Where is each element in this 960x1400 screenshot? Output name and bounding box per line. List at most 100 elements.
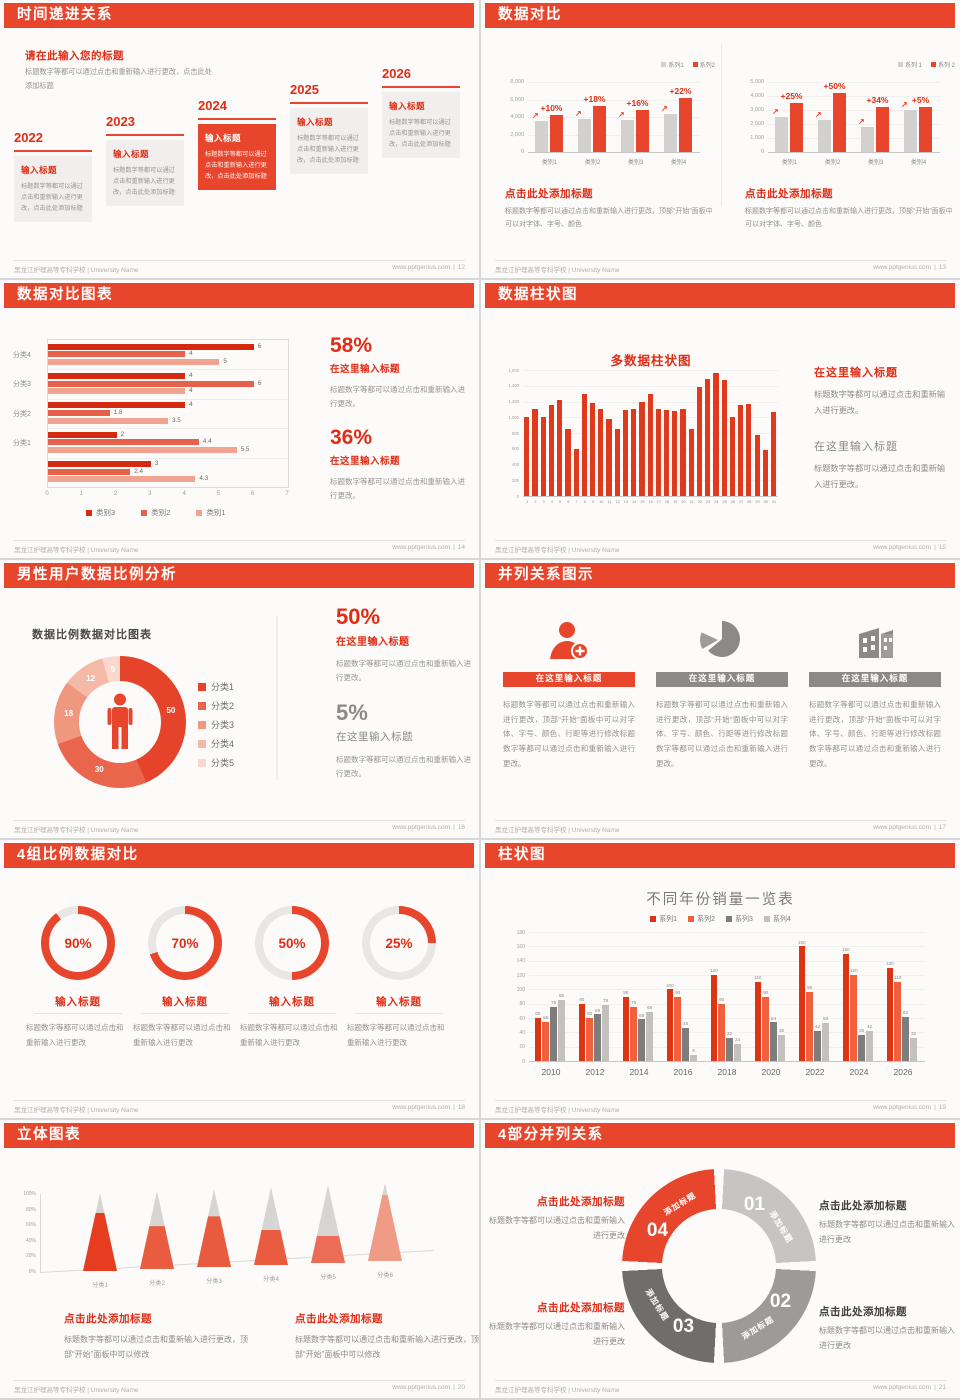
bar xyxy=(738,404,744,496)
bar xyxy=(48,402,186,409)
x-tick-label: 16 xyxy=(648,500,653,504)
legend-item: 系列1 xyxy=(650,914,677,924)
page-number: 19 xyxy=(938,1104,946,1111)
page-number: 12 xyxy=(457,264,465,271)
bar xyxy=(674,996,681,1061)
pie-chart-icon xyxy=(656,616,788,664)
legend-swatch xyxy=(763,916,770,922)
block-body: 标题数字等都可以通过点击和重新输入进行更改，顶部“开始”面板中可以修改 xyxy=(295,1335,479,1360)
y-tick-label: 400 xyxy=(512,462,519,467)
slide-thumbnail-17-parallel-columns[interactable]: 并列关系图示 在这里输入标题 标题数字等都可以通过点击和重新输入进行更改，顶部“开… xyxy=(481,560,960,838)
x-tick-label: 25 xyxy=(722,500,727,504)
x-category-label: 分类6 xyxy=(377,1272,393,1279)
x-tick-label: 2016 xyxy=(673,1067,693,1077)
value-label: 5 xyxy=(223,357,227,365)
page-number: 14 xyxy=(457,544,465,551)
bar xyxy=(550,1007,557,1061)
y-tick-label: 6,000 xyxy=(510,96,524,103)
x-tick-label: 11 xyxy=(607,500,612,504)
y-tick-label: 3,000 xyxy=(750,107,764,113)
bar xyxy=(770,1022,777,1061)
legend-swatch xyxy=(141,509,148,516)
bar xyxy=(858,1035,865,1061)
bar xyxy=(680,409,686,496)
slide-header: 柱状图 xyxy=(485,843,955,868)
slide-thumbnail-18-progress-rings[interactable]: 4组比例数据对比 90% 输入标题 标题数字等都可以通过点击和重新输入进行更改 70%… xyxy=(0,840,479,1118)
cone xyxy=(140,1191,174,1269)
stat-block: 50% 在这里输入标题 标题数字等都可以通过点击和重新输入进行更改。 xyxy=(336,604,472,686)
cone-fill xyxy=(311,1235,345,1263)
legend-item: 系列 2 xyxy=(930,60,955,69)
legend-label: 类别2 xyxy=(151,508,171,517)
legend-item: 分类5 xyxy=(198,756,234,769)
x-tick-label: 6 xyxy=(567,500,570,504)
value-label: 5.5 xyxy=(240,445,250,453)
y-tick-label: 60% xyxy=(25,1222,36,1229)
slide-thumbnail-19-grouped-bars[interactable]: 柱状图 不同年份销量一览表 系列1 系列2 系列3 系列4 0 20 40 60 80 100 120… xyxy=(481,840,960,1118)
growth-arrow-icon: ↗ xyxy=(661,104,668,114)
text-block: 点击此处添加标题 标题数字等都可以通过点击和重新输入进行更改 xyxy=(819,1198,955,1248)
slide-thumbnail-21-segment-ring[interactable]: 4部分并列关系 01 添加标题 02 添加标题 03 添加标题 04 添加标题 点击此处添加标题… xyxy=(481,1120,960,1398)
bar xyxy=(902,1016,909,1061)
x-tick-label: 28 xyxy=(747,500,752,504)
legend-item: 分类4 xyxy=(198,737,234,750)
slide-thumbnail-13-data-compare[interactable]: 数据对比 系列1 系列2 0 2,000 4,000 6,000 8,000 ↗ +10% 类别1… xyxy=(481,0,960,278)
bar-series1 xyxy=(904,110,917,152)
gridline xyxy=(768,96,940,97)
timeline-step: 2023 输入标题 标题数字等都可以通过点击和重新输入进行更改，点击此处添加标题 xyxy=(106,114,184,207)
legend-label: 分类5 xyxy=(211,758,235,768)
slide-thumbnail-12-timeline[interactable]: 时间递进关系 请在此输入您的标题 标题数字等都可以通过点击和重新输入进行更改，点击… xyxy=(0,0,479,278)
ring-divider xyxy=(34,1013,122,1014)
value-label: 4 xyxy=(189,350,193,358)
bar xyxy=(682,1028,689,1061)
slide-thumbnail-14-hbar-chart[interactable]: 数据对比图表 6 4 5 4 6 4 4 1.8 3.5 2 4.4 5.5 3 2.4 4.3 分类4 分类3… xyxy=(0,280,479,558)
y-category-label: 分类1 xyxy=(13,439,31,447)
stat-title: 在这里输入标题 xyxy=(336,637,410,648)
y-tick-label: 20 xyxy=(519,1044,525,1051)
bar xyxy=(666,989,674,1061)
gridline xyxy=(523,370,778,371)
step-rule xyxy=(198,118,276,120)
footer-site-page: www.pptgenius.com | 21 xyxy=(873,1384,946,1391)
slide-thumbnail-16-donut-analysis[interactable]: 男性用户数据比例分析 数据比例数据对比图表 50 30 18 12 5 分类1 分类2 分类3 分… xyxy=(0,560,479,838)
value-label: 75 xyxy=(551,1000,557,1006)
feature-column: 在这里输入标题 标题数字等都可以通过点击和重新输入进行更改，顶部“开始”面板中可以… xyxy=(809,616,941,771)
legend-label: 类别3 xyxy=(96,508,116,517)
segment-ring: 01 添加标题 02 添加标题 03 添加标题 04 添加标题 xyxy=(622,1169,816,1363)
segment-label: 添加标题 xyxy=(643,1287,671,1323)
growth-label: +22% xyxy=(669,85,692,96)
x-tick-label: 7 xyxy=(575,500,578,504)
x-tick-label: 31 xyxy=(771,500,777,504)
x-tick-label: 2014 xyxy=(629,1067,649,1077)
y-tick-label: 4,000 xyxy=(750,93,764,99)
group-separator xyxy=(48,428,288,430)
slide-content: 不同年份销量一览表 系列1 系列2 系列3 系列4 0 20 40 60 80 100 120 140 1… xyxy=(481,868,960,1100)
block-title: 点击此处添加标题 xyxy=(537,1302,625,1314)
step-card-body: 标题数字等都可以通过点击和重新输入进行更改，点击此处添加标题 xyxy=(389,119,451,149)
cone-fill xyxy=(368,1194,402,1261)
x-tick-label: 2 xyxy=(113,491,118,497)
value-label: 100 xyxy=(665,982,674,988)
stat-percent: 58% xyxy=(330,334,373,357)
slide-thumbnail-15-column-chart[interactable]: 数据柱状图 多数据柱状图 0 200 400 600 800 1,000 1,200 1,400… xyxy=(481,280,960,558)
step-year: 2022 xyxy=(14,130,43,145)
plot: 0 1,000 2,000 3,000 4,000 5,000 ↗ +25% 类别1 ↗ +50% 类… xyxy=(750,79,940,166)
bar xyxy=(524,417,530,496)
x-tick-label: 7 xyxy=(285,491,289,497)
bar xyxy=(48,380,254,387)
step-card-body: 标题数字等都可以通过点击和重新输入进行更改，点击此处添加标题 xyxy=(113,167,175,197)
legend-item: 系列1 xyxy=(661,60,684,69)
x-tick-label: 4 xyxy=(550,500,553,504)
x-tick-label: 1 xyxy=(79,491,83,497)
gridline xyxy=(768,124,940,125)
legend-swatch xyxy=(198,720,206,729)
y-tick-label: 8,000 xyxy=(510,79,524,85)
y-tick-label: 60 xyxy=(519,1015,525,1022)
bar-series1 xyxy=(535,121,548,152)
building-icon xyxy=(809,616,941,664)
slide-thumbnail-20-cone-chart[interactable]: 立体图表 0% 20% 40% 60% 80% 100% 分类1 分类2 分类3 分类4 分类5 分类… xyxy=(0,1120,479,1398)
bar xyxy=(729,417,736,496)
ring-hole xyxy=(263,914,321,972)
y-tick-label: 4,000 xyxy=(510,114,524,120)
